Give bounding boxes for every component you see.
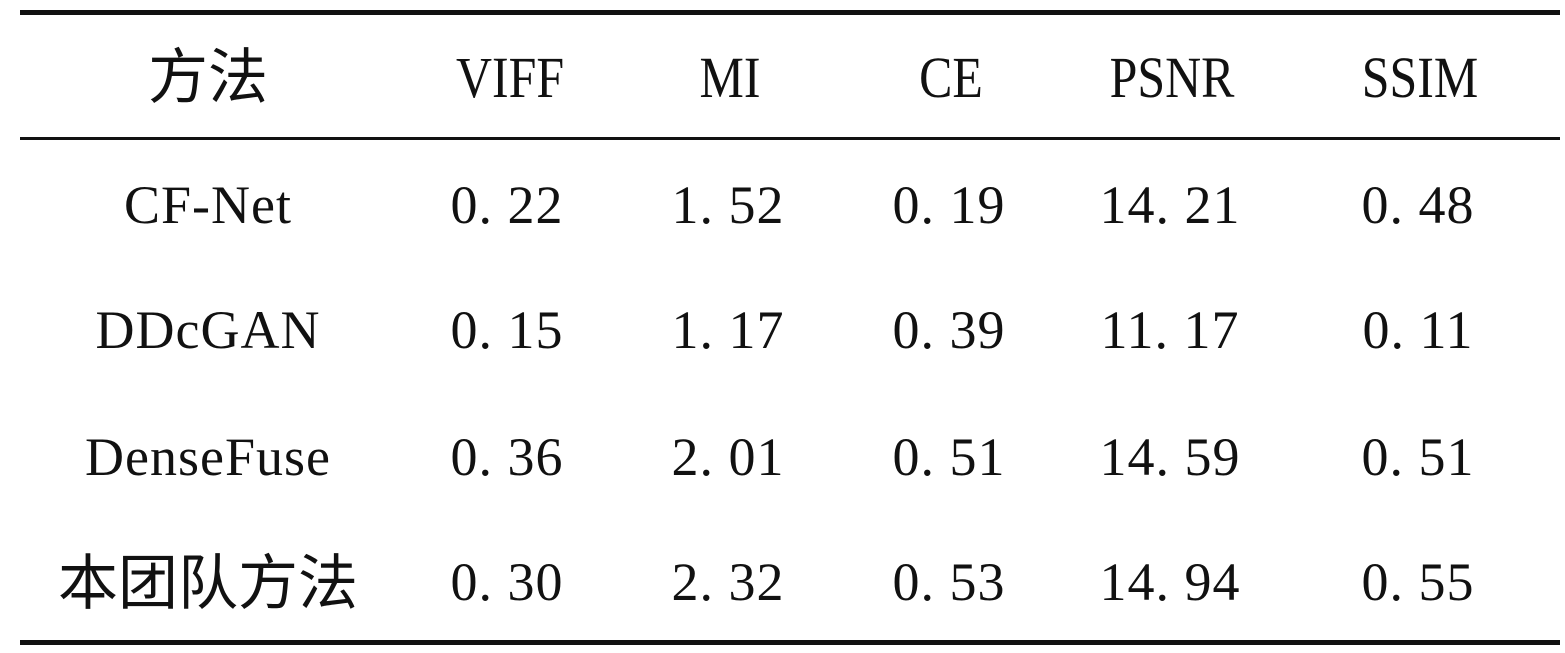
results-table: 方法 VIFF MI CE PSNR SSIM CF-Net 0. 22 1. … (20, 0, 1560, 653)
row-4-ce: 0. 53 (892, 552, 1006, 612)
bottom-rule (20, 640, 1560, 645)
header-psnr: PSNR (1109, 45, 1235, 110)
row-1-ce: 0. 19 (892, 175, 1006, 235)
row-2-viff: 0. 15 (450, 300, 564, 360)
header-mi: MI (699, 45, 761, 110)
row-3-psnr: 14. 59 (1099, 427, 1241, 487)
top-rule (20, 10, 1560, 15)
header-ce: CE (919, 45, 983, 110)
row-3-viff: 0. 36 (450, 427, 564, 487)
header-ssim: SSIM (1361, 45, 1479, 110)
row-3-ssim: 0. 51 (1361, 427, 1475, 487)
row-1-viff: 0. 22 (450, 175, 564, 235)
row-1-ssim: 0. 48 (1361, 175, 1475, 235)
row-1-mi: 1. 52 (671, 175, 785, 235)
row-4-mi: 2. 32 (671, 552, 785, 612)
row-1-psnr: 14. 21 (1099, 175, 1241, 235)
header-viff: VIFF (455, 45, 565, 110)
row-4-method: 本团队方法 (58, 549, 358, 619)
row-2-ce: 0. 39 (892, 300, 1006, 360)
row-2-mi: 1. 17 (671, 300, 785, 360)
header-method: 方法 (148, 43, 268, 113)
row-4-psnr: 14. 94 (1099, 552, 1241, 612)
row-3-mi: 2. 01 (671, 427, 785, 487)
header-rule (20, 137, 1560, 140)
row-3-ce: 0. 51 (892, 427, 1006, 487)
row-2-psnr: 11. 17 (1100, 300, 1240, 360)
row-2-ssim: 0. 11 (1362, 300, 1474, 360)
row-2-method: DDcGAN (95, 300, 321, 360)
row-1-method: CF-Net (124, 175, 292, 235)
row-3-method: DenseFuse (85, 427, 331, 487)
row-4-viff: 0. 30 (450, 552, 564, 612)
row-4-ssim: 0. 55 (1361, 552, 1475, 612)
